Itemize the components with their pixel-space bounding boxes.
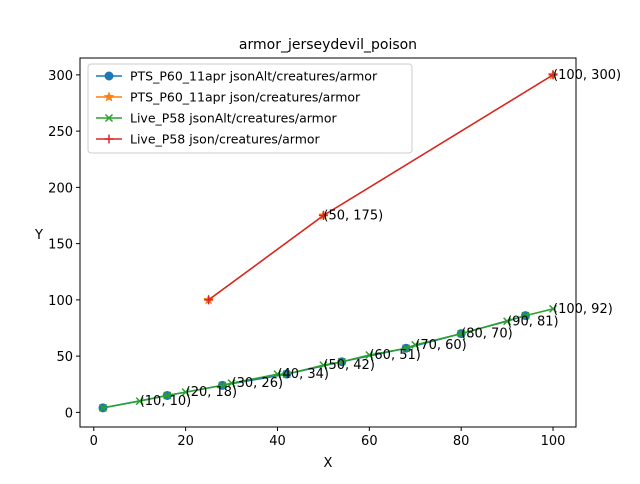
data-point: [365, 350, 374, 360]
x-axis-label: X: [324, 456, 333, 471]
legend-marker: [104, 71, 114, 81]
data-label: (30, 26): [232, 376, 283, 391]
data-point: [503, 317, 512, 326]
data-label: (100, 92): [553, 302, 613, 317]
data-label: (20, 18): [186, 385, 238, 400]
legend: [87, 63, 413, 154]
x-tick-label: 20: [177, 434, 194, 449]
chart-title: armor_jerseydevil_poison: [239, 37, 417, 53]
legend-label: PTS_P60_11apr jsonAlt/creatures/armor: [130, 69, 378, 84]
y-tick-label: 200: [48, 181, 73, 196]
data-point: [318, 211, 328, 220]
data-label: (70, 60): [415, 338, 467, 353]
x-tick-label: 100: [541, 434, 566, 449]
x-tick-label: 0: [90, 434, 98, 449]
series-3: [98, 304, 558, 412]
y-tick-label: 50: [56, 350, 73, 365]
data-label: (50, 175): [323, 209, 383, 224]
data-point: [227, 379, 236, 388]
legend-entry: Live_P58 jsonAlt/creatures/armor: [96, 111, 337, 126]
legend-marker: [103, 91, 115, 102]
data-label: (100, 300): [553, 68, 621, 83]
data-point: [337, 357, 346, 366]
y-tick-label: 250: [48, 125, 73, 140]
data-label: (90, 81): [507, 314, 558, 329]
legend-label: PTS_P60_11apr json/creatures/armor: [130, 90, 361, 105]
legend-label: Live_P58 json/creatures/armor: [130, 132, 321, 147]
data-point: [181, 388, 190, 397]
data-label: (50, 42): [323, 358, 375, 373]
legend-marker: [104, 113, 114, 123]
y-tick-label: 150: [48, 238, 73, 253]
data-point: [457, 329, 466, 338]
data-point: [411, 340, 420, 349]
legend-entry: PTS_P60_11apr jsonAlt/creatures/armor: [96, 69, 378, 84]
data-point: [273, 370, 282, 379]
data-point: [163, 391, 172, 400]
x-tick-label: 60: [361, 434, 378, 449]
data-point: [135, 397, 144, 406]
y-tick-label: 300: [48, 69, 73, 84]
x-tick-label: 40: [269, 434, 286, 449]
legend-label: Live_P58 jsonAlt/creatures/armor: [130, 111, 337, 126]
x-tick-label: 80: [453, 434, 470, 449]
data-point: [521, 311, 530, 320]
data-point: [98, 403, 107, 412]
data-label: (60, 51): [369, 348, 421, 363]
data-point: [402, 344, 411, 353]
data-point: [319, 361, 328, 370]
legend-marker: [104, 134, 114, 144]
data-label: (40, 34): [277, 367, 329, 382]
data-point: [549, 304, 558, 313]
data-point: [548, 70, 558, 80]
data-point: [282, 370, 291, 379]
data-point: [218, 381, 227, 390]
data-label: (80, 70): [461, 327, 513, 342]
legend-entry: PTS_P60_11apr json/creatures/armor: [96, 90, 361, 105]
y-axis-label: Y: [34, 228, 43, 243]
y-tick-label: 0: [65, 406, 73, 421]
y-tick-label: 100: [48, 294, 73, 309]
legend-entry: Live_P58 json/creatures/armor: [96, 132, 321, 147]
series-4: [204, 70, 558, 305]
data-label: (10, 10): [140, 394, 192, 409]
data-point: [204, 295, 214, 305]
plot-frame: [79, 57, 577, 428]
